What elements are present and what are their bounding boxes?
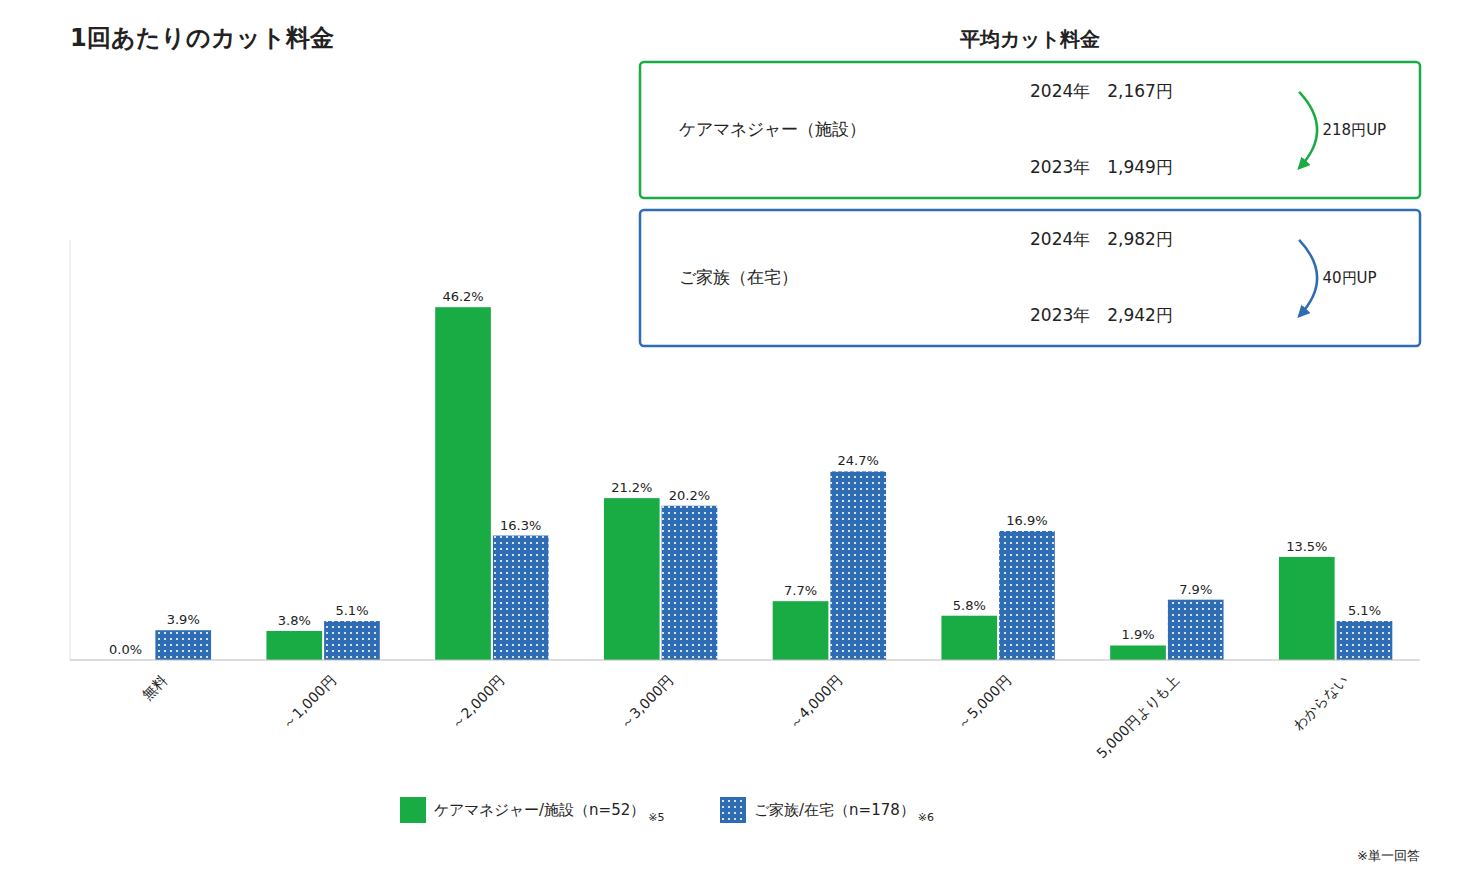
data-label: 1.9% [1122,627,1155,642]
data-label: 13.5% [1286,539,1327,554]
data-label: 3.8% [278,613,311,628]
data-label: 3.9% [167,612,200,627]
data-label: 46.2% [442,289,483,304]
inset-arrow [1299,92,1317,168]
x-tick-label: ～4,000円 [785,672,844,731]
data-label: 7.9% [1179,582,1212,597]
bar [999,531,1055,660]
title: 1回あたりのカット料金 [70,24,334,52]
inset-frame [640,210,1420,346]
inset-change: 218円UP [1323,121,1387,139]
inset-value: 2024年 2,167円 [1030,81,1173,101]
inset-value: 2023年 1,949円 [1030,157,1173,177]
data-label: 24.7% [838,453,879,468]
x-tick-label: わからない [1290,672,1351,733]
bar [941,616,997,660]
data-label: 20.2% [669,488,710,503]
inset-label: ご家族（在宅） [679,267,798,287]
bar [604,498,660,660]
bar [435,307,491,660]
legend-note: ※6 [918,811,934,824]
y-axis-line [70,240,71,660]
inset-value: 2023年 2,942円 [1030,305,1173,325]
chart: 1回あたりのカット料金 平均カット料金ケアマネジャー（施設） 2024年 2,167… [0,0,1470,876]
note: ※単一回答 [1357,848,1420,863]
inset-change: 40円UP [1323,269,1377,287]
x-tick-label: ～5,000円 [954,672,1013,731]
data-label: 0.0% [109,642,142,657]
bar [830,471,886,660]
x-axis-line [70,660,1420,661]
bar [493,536,549,660]
bar [155,630,211,660]
bar [1337,621,1393,660]
data-label: 16.9% [1006,513,1047,528]
bar [324,621,380,660]
inset-arrow [1299,240,1317,316]
bar [773,601,829,660]
inset-title: 平均カット料金 [959,27,1100,51]
bars [155,307,1392,660]
x-tick-label: ～3,000円 [617,672,676,731]
legend-label: ケアマネジャー/施設（n=52） [434,801,645,819]
legend-swatch [720,797,746,823]
inset-box: ケアマネジャー（施設） 2024年 2,167円 2023年 1,949円 218円U… [640,62,1420,198]
legend-label: ご家族/在宅（n=178） [754,801,915,819]
data-label: 5.1% [1348,603,1381,618]
inset-box: ご家族（在宅） 2024年 2,982円 2023年 2,942円 40円UP [640,210,1420,346]
bar [266,631,322,660]
data-label: 21.2% [611,480,652,495]
data-label: 5.1% [335,603,368,618]
data-label: 5.8% [953,598,986,613]
inset-value: 2024年 2,982円 [1030,229,1173,249]
inset-frame [640,62,1420,198]
legend-swatch [400,797,426,823]
data-label: 7.7% [784,583,817,598]
x-tick-label: 5,000円よりも上 [1093,672,1182,761]
legend-note: ※5 [648,811,664,824]
data-label: 16.3% [500,518,541,533]
x-tick-label: ～2,000円 [448,672,507,731]
x-tick-label: 無料 [139,672,170,703]
bar [1110,645,1166,660]
bar [1168,600,1224,660]
x-tick-label: ～1,000円 [279,672,338,731]
data-labels: 0.0% 3.8% 46.2% 21.2% 7.7% 5.8% 1.9% 13.5% 3.9% 5… [109,289,1381,657]
inset-label: ケアマネジャー（施設） [679,119,866,139]
legend: ケアマネジャー/施設（n=52）※5 ご家族/在宅（n=178）※6 [400,797,934,824]
bar [1279,557,1335,660]
bar [662,506,718,660]
